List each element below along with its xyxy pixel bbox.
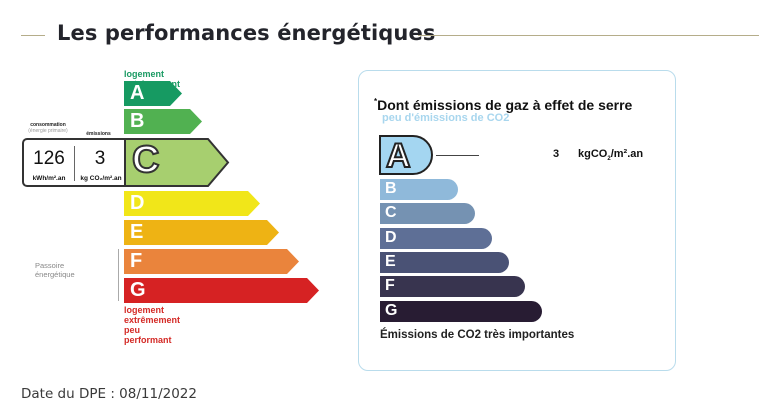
- ges-class-a-current: A: [379, 135, 433, 176]
- ges-top-label: peu d'émissions de CO2: [382, 112, 510, 124]
- ges-unit-sub: 2: [607, 156, 611, 163]
- ges-class-letter: F: [385, 277, 395, 294]
- energy-class-letter: F: [130, 250, 143, 272]
- ges-current-letter: A: [385, 136, 412, 176]
- ges-class-letter: C: [385, 204, 397, 221]
- ges-value: 3: [553, 148, 560, 160]
- title-divider-left: [21, 35, 45, 36]
- consumption-label: consommation: [30, 122, 66, 128]
- title-divider-right: [418, 35, 759, 36]
- ges-class-letter: E: [385, 253, 396, 270]
- energy-class-g: G: [124, 278, 319, 303]
- ges-bottom-label: Émissions de CO2 très importantes: [380, 329, 575, 341]
- values-divider: [74, 146, 75, 181]
- section-header: Les performances énergétiques: [0, 18, 759, 54]
- ges-class-d: D: [380, 228, 492, 249]
- consumption-value: 126: [33, 148, 65, 169]
- ges-class-c: C: [380, 203, 475, 224]
- energy-class-e: E: [124, 220, 279, 245]
- energy-class-letter: G: [130, 279, 146, 301]
- consumption-sublabel: (énergie primaire): [28, 128, 68, 134]
- energy-class-b: B: [124, 109, 202, 134]
- energy-bottom-label: logement extrêmement peu performant: [124, 305, 181, 345]
- passoire-label: Passoire énergétique: [35, 261, 75, 279]
- energy-class-a: A: [124, 81, 182, 106]
- ges-unit-suffix: /m².an: [610, 148, 644, 160]
- current-values-box: 126 kWh/m².an 3 kg CO₂/m².an: [22, 138, 126, 187]
- ges-pointer-line: [436, 155, 479, 156]
- dpe-date: Date du DPE : 08/11/2022: [21, 386, 197, 402]
- energy-class-f: F: [124, 249, 299, 274]
- ges-title: *Dont émissions de gaz à effet de serre: [374, 97, 632, 113]
- energy-class-d: D: [124, 191, 260, 216]
- ges-class-letter: B: [385, 180, 397, 197]
- ges-class-g: G: [380, 301, 542, 322]
- ges-unit-prefix: kgCO: [578, 148, 608, 160]
- ges-class-letter: G: [385, 302, 398, 319]
- page-title: Les performances énergétiques: [57, 21, 436, 45]
- consumption-unit: kWh/m².an: [32, 175, 66, 182]
- energy-current-letter: C: [131, 138, 160, 182]
- ges-class-f: F: [380, 276, 525, 297]
- ges-unit: kgCO2/m².an: [578, 148, 643, 162]
- ges-class-letter: D: [385, 229, 397, 246]
- passoire-bracket: [118, 249, 119, 301]
- energy-class-letter: D: [130, 192, 145, 214]
- emissions-unit: kg CO₂/m².an: [80, 175, 122, 182]
- ges-title-text: Dont émissions de gaz à effet de serre: [377, 97, 633, 113]
- ges-class-b: B: [380, 179, 458, 200]
- emissions-value: 3: [94, 148, 106, 169]
- energy-class-letter: E: [130, 221, 144, 243]
- energy-class-c-current: C: [124, 138, 230, 192]
- energy-class-letter: B: [130, 110, 145, 132]
- energy-class-letter: A: [130, 82, 145, 104]
- ges-title-marker: *: [374, 97, 378, 106]
- ges-class-e: E: [380, 252, 509, 273]
- emissions-label: émissions: [86, 131, 111, 137]
